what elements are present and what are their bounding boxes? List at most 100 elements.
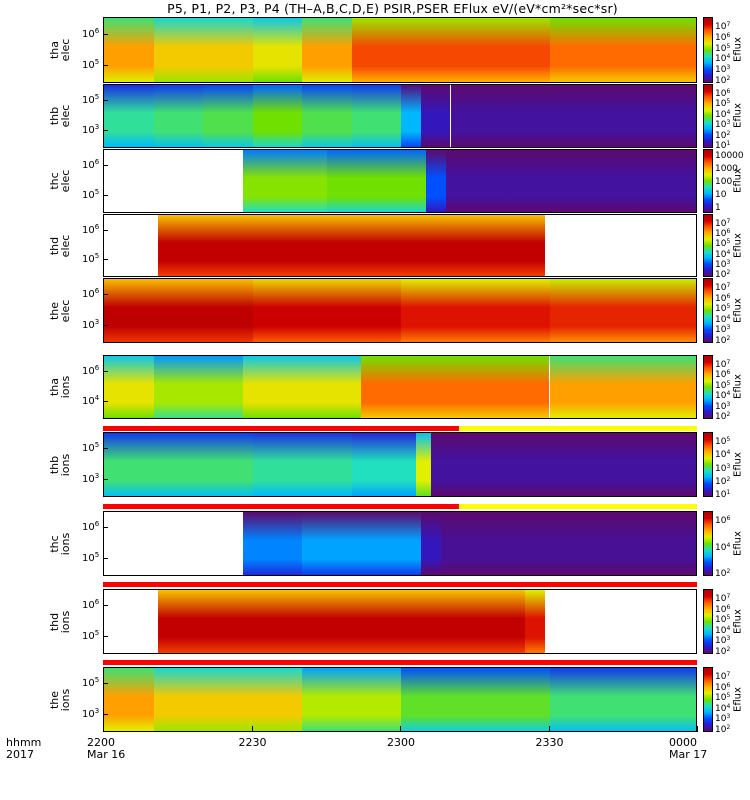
spectrogram-segment (158, 590, 525, 653)
x-axis-name: hhmm 2017 (6, 737, 41, 761)
colorbar-tick: 103 (715, 400, 731, 412)
spectrogram-segment (104, 433, 253, 496)
colorbar-tick: 102 (715, 568, 731, 579)
colorbar-tick: 104 (715, 53, 731, 65)
spectrogram-segment (549, 668, 696, 731)
colorbar-tick: 102 (715, 646, 731, 657)
spectrogram-segment (104, 215, 159, 276)
colorbar-tick: 1 (715, 203, 721, 213)
colorbar-tick: 102 (715, 129, 731, 141)
panel-ylabel: thb elec (48, 96, 72, 136)
spectrogram-panel (103, 17, 697, 83)
panel-ytick: 106 (82, 364, 100, 377)
panel-ytick-mark (103, 165, 108, 166)
panel-ytick-mark (103, 527, 108, 529)
panel-ylabel-line2: ions (59, 532, 72, 555)
panel-ytick: 105 (82, 676, 100, 690)
spectrogram-segment (440, 512, 696, 575)
colorbar-tick: 106 (715, 228, 731, 240)
spectrogram-segment (401, 279, 550, 342)
x-tick-mark (697, 726, 698, 732)
spectrogram-segment (450, 85, 696, 147)
spectrogram-segment (549, 18, 696, 82)
panel-ytick-mark (103, 448, 108, 450)
panel-ylabel-line2: elec (59, 299, 72, 322)
spectrogram-segment (153, 18, 253, 82)
colorbar-tick: 107 (715, 282, 731, 293)
x-tick-time: 2230 (238, 736, 267, 749)
colorbar-tick: 106 (715, 369, 731, 381)
panel-ytick: 106 (82, 26, 100, 40)
spectrogram-panel (103, 589, 697, 654)
panel-ytick: 103 (82, 123, 100, 137)
colorbar-tick: 105 (715, 303, 731, 315)
x-tick-time: 2300 (387, 736, 415, 749)
spectrogram-segment (302, 85, 352, 147)
x-tick-mark (103, 726, 104, 732)
spectrogram-segment (242, 512, 302, 575)
spectrogram-segment (252, 279, 401, 342)
colorbar-tick: 102 (715, 75, 731, 86)
colorbar-tick: 103 (715, 258, 731, 270)
colorbar-tick: 100 (715, 177, 733, 187)
panel-ytick: 105 (82, 252, 100, 266)
x-tick-time: 0000 (669, 736, 697, 749)
spectrogram-panel (103, 355, 697, 419)
panel-ytick: 105 (82, 57, 100, 71)
colorbar-tick: 106 (715, 515, 731, 526)
panel-ylabel: thc ions (48, 524, 72, 564)
spectrogram-segment (104, 279, 253, 342)
panel-colorbar (703, 278, 713, 343)
colorbar-label: Eflux (732, 530, 744, 556)
spectrogram-panel (103, 432, 697, 497)
x-tick-time: 2200 (87, 736, 115, 749)
panel-ylabel: the ions (48, 680, 72, 720)
colorbar-tick: 104 (715, 449, 731, 461)
panel-colorbar (703, 355, 713, 419)
colorbar-tick: 103 (715, 635, 731, 647)
spectrogram-segment (351, 85, 401, 147)
colorbar-tick: 103 (715, 64, 731, 76)
panel-ytick-mark (103, 605, 108, 607)
spectrogram-segment (420, 512, 441, 575)
spectrogram-panel (103, 149, 697, 213)
spectrogram-segment (544, 215, 696, 276)
spectrogram-segment (351, 18, 550, 82)
colorbar-tick: 107 (715, 218, 731, 229)
panel-ytick-mark (103, 635, 108, 637)
colorbar-tick: 104 (715, 390, 731, 402)
spectrogram-segment (252, 433, 352, 496)
chart-title: P5, P1, P2, P3, P4 (TH–A,B,C,D,E) PSIR,P… (167, 1, 618, 16)
colorbar-tick: 103 (715, 462, 731, 474)
colorbar-label: Eflux (732, 374, 744, 399)
panel-ytick: 103 (82, 317, 100, 331)
panel-ytick-mark (103, 478, 108, 480)
panel-ytick-mark (103, 100, 108, 101)
spectrogram-segment (153, 668, 302, 731)
colorbar-tick: 105 (715, 614, 731, 626)
spectrogram-panel (103, 667, 697, 732)
panel-ylabel-line2: ions (59, 610, 72, 633)
panel-ytick-mark (103, 229, 108, 231)
panel-ylabel: tha elec (48, 30, 72, 70)
panel-ylabel: thb ions (48, 445, 72, 485)
colorbar-tick: 104 (715, 541, 731, 553)
colorbar-label: Eflux (732, 608, 744, 634)
panel-colorbar (703, 511, 713, 576)
spectrogram-panel (103, 214, 697, 277)
colorbar-tick: 102 (715, 411, 731, 422)
panel-ytick-mark (103, 195, 108, 197)
panel-ytick-mark (103, 259, 108, 261)
spectrogram-segment (252, 18, 302, 82)
panel-ytick: 104 (82, 394, 100, 408)
panel-ytick-mark (103, 130, 108, 132)
colorbar-tick: 106 (715, 31, 731, 43)
panel-ytick: 106 (82, 598, 100, 612)
colorbar-tick: 10 (715, 190, 727, 200)
colorbar-label: Eflux (732, 168, 744, 193)
spectrogram-segment (524, 590, 545, 653)
spectrogram-segment (544, 590, 696, 653)
panel-colorbar (703, 84, 713, 148)
spectrogram-segment (203, 85, 253, 147)
panel-colorbar (703, 432, 713, 497)
